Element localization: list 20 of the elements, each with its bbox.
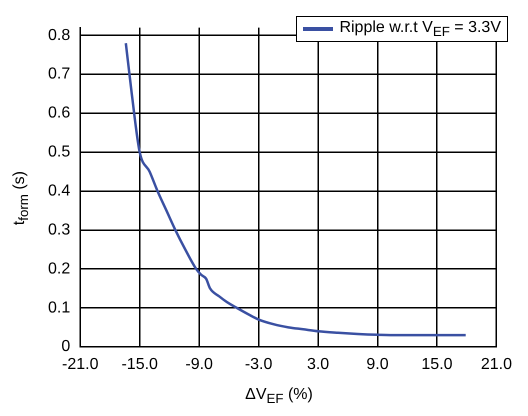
x-tick-label: 15.0 [421, 356, 453, 373]
x-tick-label: -15.0 [121, 356, 158, 373]
y-tick-label: 0 [61, 338, 70, 356]
y-tick-label: 0.5 [48, 144, 70, 161]
x-tick-label: 9.0 [366, 356, 389, 373]
y-tick-label: 0.4 [48, 182, 70, 200]
y-tick-label: 0.3 [48, 221, 70, 238]
y-tick-label: 0.1 [48, 299, 70, 316]
x-axis-title: ΔV$_{EF}$ (%) [244, 386, 314, 406]
y-tick-label: 0.2 [48, 260, 70, 278]
x-tick-label: 21.0 [480, 356, 512, 373]
y-tick-label: 0.8 [48, 26, 70, 44]
x-tick-label: -3.0 [244, 356, 272, 373]
x-tick-label: -9.0 [185, 356, 214, 373]
legend-label: Ripple w.r.t V$_{EF}$ = 3.3V [339, 19, 501, 40]
line-series [124, 42, 467, 336]
x-tick-label: 3.0 [306, 356, 330, 373]
y-tick-label: 0.6 [48, 104, 70, 122]
y-tick-label: 0.7 [48, 66, 70, 83]
x-tick-label: -21.0 [62, 356, 99, 373]
